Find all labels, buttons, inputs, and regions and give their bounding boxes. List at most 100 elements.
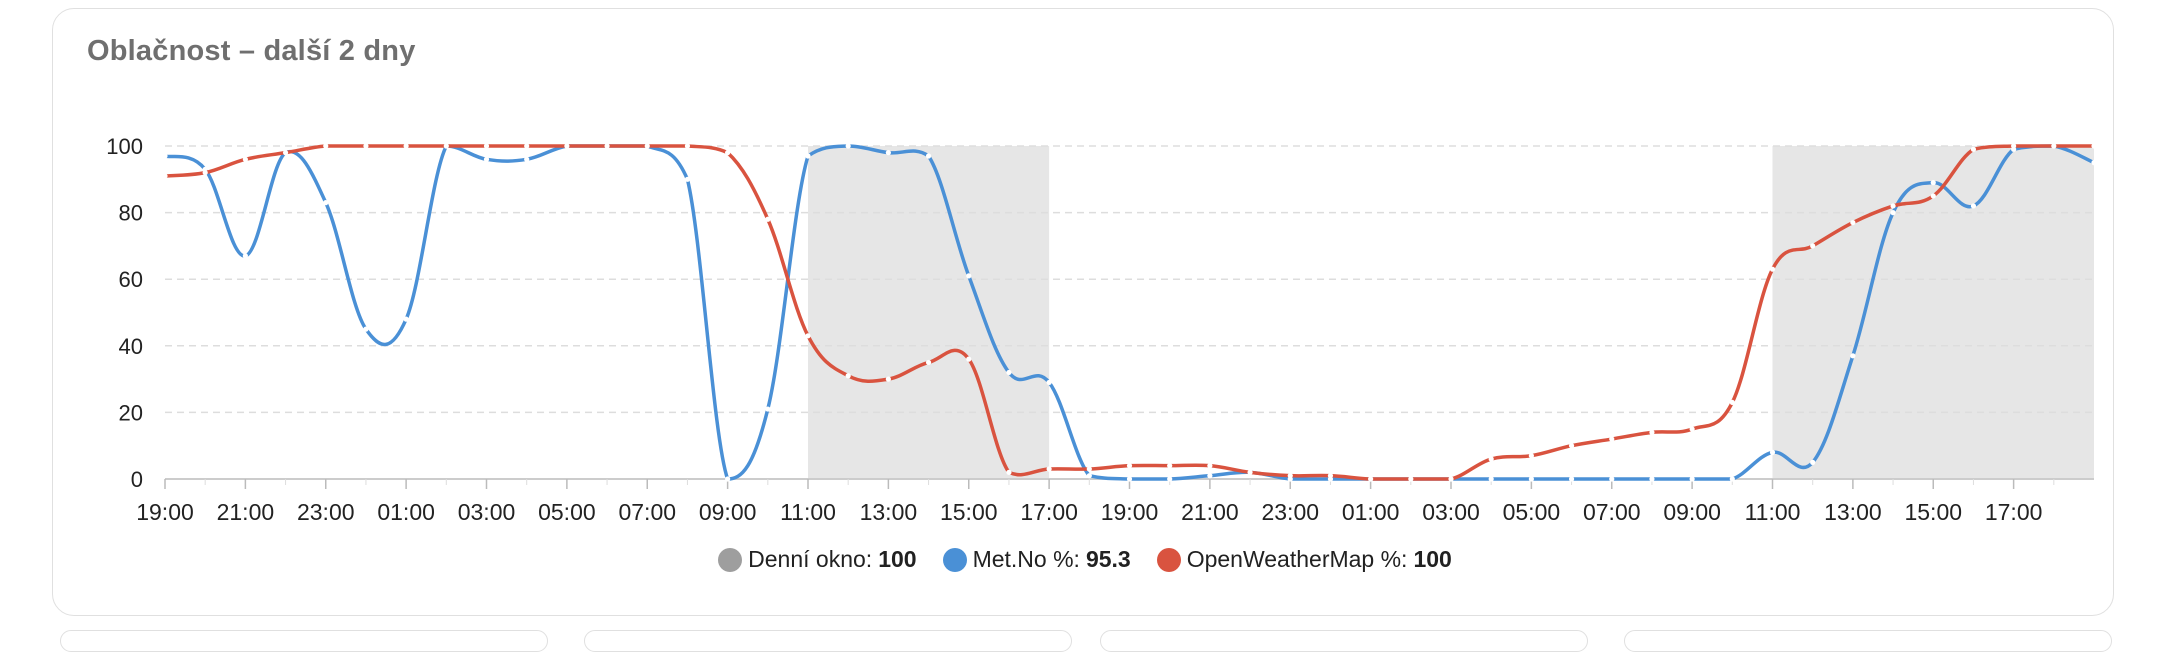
- data-point: [162, 173, 168, 179]
- data-point: [1970, 146, 1977, 152]
- x-tick-label: 23:00: [297, 499, 355, 525]
- data-point: [1930, 193, 1936, 199]
- data-point: [925, 359, 932, 366]
- data-point: [1890, 203, 1896, 209]
- data-point: [1769, 266, 1776, 272]
- data-point: [1006, 469, 1012, 475]
- y-tick-label: 80: [119, 201, 143, 226]
- data-point: [1850, 219, 1856, 226]
- x-tick-label: 05:00: [1503, 499, 1561, 525]
- legend-dot-window: [718, 547, 743, 572]
- legend-value-owm: 100: [1413, 546, 1452, 572]
- data-point: [1488, 476, 1494, 482]
- day-window-0: [808, 146, 1050, 479]
- x-tick-label: 11:00: [1745, 499, 1801, 525]
- x-tick-label: 13:00: [1824, 499, 1882, 525]
- next-card-stub: [584, 630, 1072, 652]
- data-point: [1408, 476, 1414, 482]
- data-point: [1689, 426, 1695, 432]
- data-point: [1126, 476, 1133, 482]
- data-point: [1769, 449, 1776, 455]
- data-point: [1609, 476, 1615, 482]
- card-title: Oblačnost – další 2 dny: [87, 35, 416, 67]
- data-point: [202, 170, 208, 176]
- data-point: [1568, 443, 1575, 449]
- legend-dot-metno: [942, 547, 967, 572]
- y-tick-label: 0: [131, 467, 143, 492]
- x-tick-label: 03:00: [1422, 499, 1480, 525]
- data-point: [1609, 436, 1615, 442]
- data-point: [242, 156, 248, 162]
- x-tick-label: 07:00: [618, 499, 676, 525]
- data-point: [1970, 203, 1977, 209]
- data-point: [443, 143, 449, 149]
- x-tick-label: 15:00: [940, 499, 998, 525]
- x-tick-label: 19:00: [1101, 499, 1159, 525]
- data-point: [1046, 379, 1052, 386]
- data-point: [885, 376, 891, 382]
- data-point: [1649, 476, 1655, 482]
- legend-item-metno[interactable]: Met.No %: 95.3: [942, 546, 1131, 573]
- x-tick-label: 11:00: [780, 499, 836, 525]
- data-point: [805, 333, 811, 339]
- y-tick-label: 20: [119, 400, 143, 425]
- data-point: [845, 373, 851, 379]
- data-point: [1167, 463, 1173, 469]
- y-tick-label: 100: [106, 134, 143, 159]
- data-point: [242, 253, 248, 259]
- data-point: [524, 143, 530, 149]
- x-tick-label: 15:00: [1904, 499, 1962, 525]
- chart-card: Oblačnost – další 2 dny: [52, 8, 2114, 616]
- data-point: [684, 176, 691, 182]
- x-tick-label: 21:00: [1181, 499, 1239, 525]
- data-point: [2091, 143, 2097, 149]
- data-point: [2011, 143, 2017, 149]
- data-point: [1086, 466, 1092, 472]
- data-point: [1006, 369, 1012, 376]
- cloud-cover-chart: 0 20 40 60 80 100 19:00 21:00 23:00 01:00 03:00 05:…: [106, 134, 2097, 525]
- data-point: [765, 216, 771, 222]
- data-point: [1287, 473, 1293, 479]
- data-point: [1729, 399, 1735, 406]
- x-tick-label: 17:00: [1020, 499, 1078, 525]
- x-tick-label: 19:00: [136, 499, 194, 525]
- y-tick-label: 60: [119, 267, 143, 292]
- data-point: [805, 153, 811, 159]
- data-point: [1729, 476, 1735, 482]
- legend-item-window[interactable]: Denní okno: 100: [718, 546, 917, 573]
- data-point: [1568, 476, 1575, 482]
- x-tick-label: 03:00: [458, 499, 516, 525]
- next-card-stub: [1624, 630, 2112, 652]
- data-point: [323, 200, 329, 206]
- data-point: [403, 143, 409, 149]
- x-tick-label: 17:00: [1985, 499, 2043, 525]
- data-point: [162, 153, 168, 159]
- legend-value-window: 100: [878, 546, 917, 572]
- next-card-stub: [60, 630, 548, 652]
- legend-dot-owm: [1156, 547, 1181, 572]
- data-point: [1528, 453, 1534, 459]
- data-point: [1207, 473, 1213, 479]
- data-point: [1448, 476, 1454, 482]
- data-point: [1086, 473, 1092, 479]
- x-tick-label: 05:00: [538, 499, 596, 525]
- x-tick-label: 07:00: [1583, 499, 1641, 525]
- data-point: [845, 143, 851, 149]
- data-point: [1528, 476, 1534, 482]
- data-point: [1207, 463, 1213, 469]
- data-point: [2091, 160, 2097, 166]
- data-point: [282, 150, 289, 156]
- data-point: [604, 143, 610, 149]
- data-point: [1488, 456, 1494, 462]
- data-point: [765, 406, 771, 412]
- legend-item-owm[interactable]: OpenWeatherMap %: 100: [1156, 546, 1452, 573]
- legend-label-metno: Met.No %:: [972, 546, 1080, 572]
- data-point: [1368, 476, 1374, 482]
- data-point: [1930, 180, 1936, 186]
- data-point: [1126, 463, 1133, 469]
- y-tick-label: 40: [119, 334, 143, 359]
- data-point: [885, 150, 891, 156]
- data-point: [1689, 476, 1695, 482]
- data-point: [564, 143, 570, 149]
- data-point: [1649, 429, 1655, 435]
